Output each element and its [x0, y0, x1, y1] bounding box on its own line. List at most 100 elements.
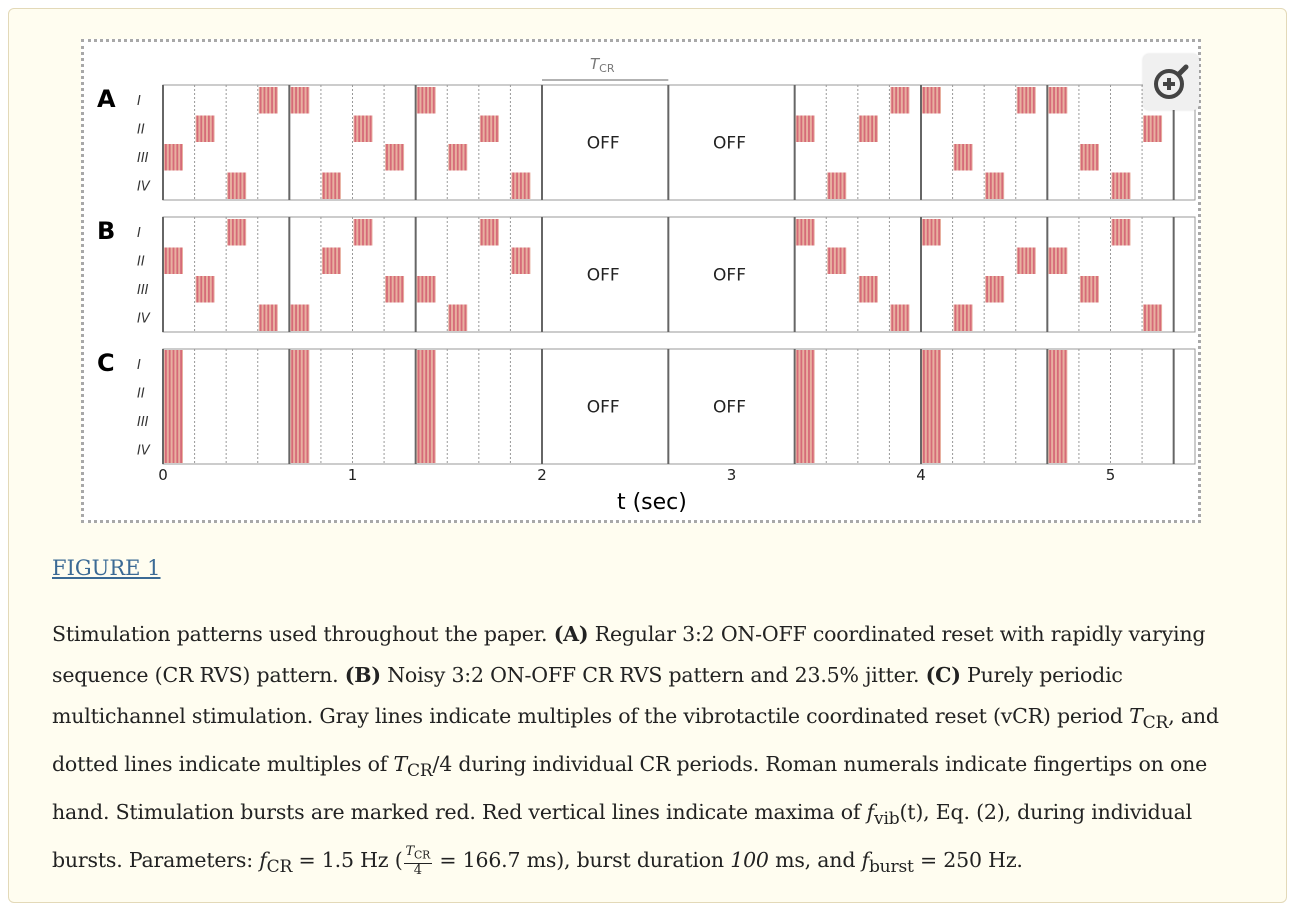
burst-line	[362, 115, 364, 142]
burst-line	[523, 172, 526, 199]
burst-line	[228, 219, 230, 246]
burst-line	[512, 172, 515, 199]
x-tick-label: 5	[1106, 466, 1116, 484]
burst-line	[808, 219, 810, 246]
burst-line	[417, 87, 420, 114]
finger-label: I	[137, 94, 141, 109]
burst-line	[369, 115, 372, 142]
burst-line	[843, 247, 846, 274]
burst-line	[231, 172, 234, 199]
burst-line	[488, 219, 491, 246]
figure-link[interactable]: FIGURE 1	[52, 556, 161, 580]
burst-line	[484, 219, 487, 246]
burst-line	[306, 87, 309, 114]
burst-line	[997, 172, 1000, 199]
finger-label: III	[137, 283, 149, 298]
burst-line	[168, 350, 171, 463]
burst-line	[1116, 219, 1119, 246]
burst-line	[1123, 219, 1126, 246]
zoom-button[interactable]	[1143, 54, 1199, 110]
burst-line	[496, 115, 498, 142]
burst-line	[302, 350, 305, 463]
burst-line	[902, 304, 905, 331]
panel-C-box	[162, 348, 1196, 465]
burst-line	[899, 304, 901, 331]
burst-line	[401, 276, 404, 303]
burst-line	[843, 172, 846, 199]
burst-line	[796, 350, 799, 463]
burst-line	[839, 247, 842, 274]
burst-line	[958, 304, 961, 331]
burst-line	[176, 350, 179, 463]
burst-line	[926, 87, 929, 114]
burst-line	[1092, 144, 1095, 171]
burst-line	[828, 247, 831, 274]
burst-line	[993, 172, 996, 199]
burst-line	[386, 144, 388, 171]
burst-line	[358, 219, 361, 246]
burst-line	[488, 115, 491, 142]
finger-label: IV	[137, 444, 151, 459]
burst-line	[871, 115, 874, 142]
burst-line	[291, 87, 294, 114]
burst-line	[1064, 247, 1067, 274]
burst-line	[165, 350, 167, 463]
burst-line	[811, 115, 814, 142]
burst-line	[1029, 87, 1031, 114]
burst-line	[263, 304, 266, 331]
burst-line	[930, 219, 933, 246]
burst-line	[1123, 172, 1126, 199]
burst-line	[1001, 276, 1004, 303]
burst-line	[298, 87, 301, 114]
x-tick-label: 0	[158, 466, 168, 484]
burst-line	[527, 247, 530, 274]
burst-line	[1096, 276, 1098, 303]
burst-line	[1056, 247, 1059, 274]
burst-line	[1147, 304, 1150, 331]
burst-line	[930, 87, 933, 114]
burst-line	[965, 304, 968, 331]
burst-line	[1060, 87, 1063, 114]
burst-line	[796, 219, 799, 246]
burst-line	[1159, 304, 1162, 331]
burst-line	[520, 172, 522, 199]
burst-line	[1088, 144, 1091, 171]
burst-line	[930, 350, 933, 463]
burst-line	[1049, 247, 1052, 274]
burst-line	[1112, 219, 1115, 246]
burst-line	[839, 172, 842, 199]
burst-line	[923, 219, 925, 246]
burst-line	[906, 87, 909, 114]
burst-line	[460, 144, 463, 171]
burst-line	[480, 115, 483, 142]
burst-line	[1049, 87, 1052, 114]
burst-line	[527, 172, 530, 199]
burst-line	[1144, 115, 1146, 142]
burst-line	[1151, 304, 1154, 331]
burst-line	[1144, 304, 1146, 331]
burst-line	[863, 276, 866, 303]
burst-line	[196, 276, 199, 303]
burst-line	[902, 87, 905, 114]
burst-line	[235, 172, 238, 199]
burst-line	[1017, 247, 1020, 274]
burst-line	[484, 115, 487, 142]
burst-line	[954, 144, 957, 171]
burst-line	[934, 87, 937, 114]
burst-line	[180, 247, 182, 274]
burst-line	[176, 247, 179, 274]
burst-line	[1021, 87, 1024, 114]
burst-line	[421, 87, 424, 114]
burst-line	[1120, 219, 1122, 246]
burst-line	[926, 219, 929, 246]
burst-line	[1056, 87, 1059, 114]
burst-line	[421, 276, 424, 303]
burst-line	[271, 87, 273, 114]
burst-line	[243, 219, 246, 246]
burst-line	[891, 304, 894, 331]
burst-line	[899, 87, 901, 114]
burst-line	[326, 247, 329, 274]
burst-line	[204, 276, 206, 303]
burst-line	[1032, 247, 1035, 274]
